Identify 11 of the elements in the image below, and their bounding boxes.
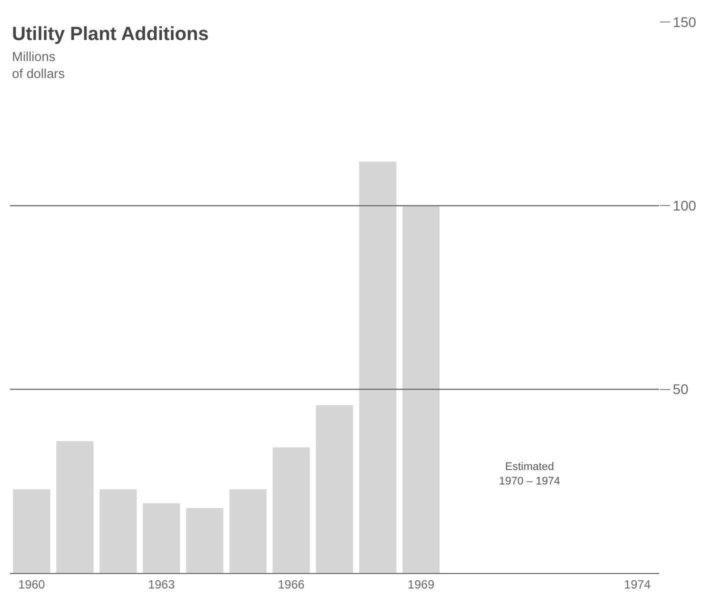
x-tick-label: 1974 bbox=[624, 578, 652, 592]
y-tick-label: 50 bbox=[672, 381, 689, 398]
y-tick-label: 100 bbox=[672, 198, 696, 214]
text: Millions of dollars bbox=[12, 49, 66, 81]
y-tick-label: 150 bbox=[672, 14, 696, 30]
x-tick-label: 1960 bbox=[18, 578, 46, 592]
annotation: Estimated 1970 – 1974 bbox=[499, 461, 560, 488]
x-tick-label: 1963 bbox=[148, 578, 176, 592]
chart-title: Utility Plant Additions bbox=[12, 24, 209, 45]
x-tick-label: 1966 bbox=[278, 578, 305, 592]
x-tick-label: 1969 bbox=[408, 578, 435, 592]
